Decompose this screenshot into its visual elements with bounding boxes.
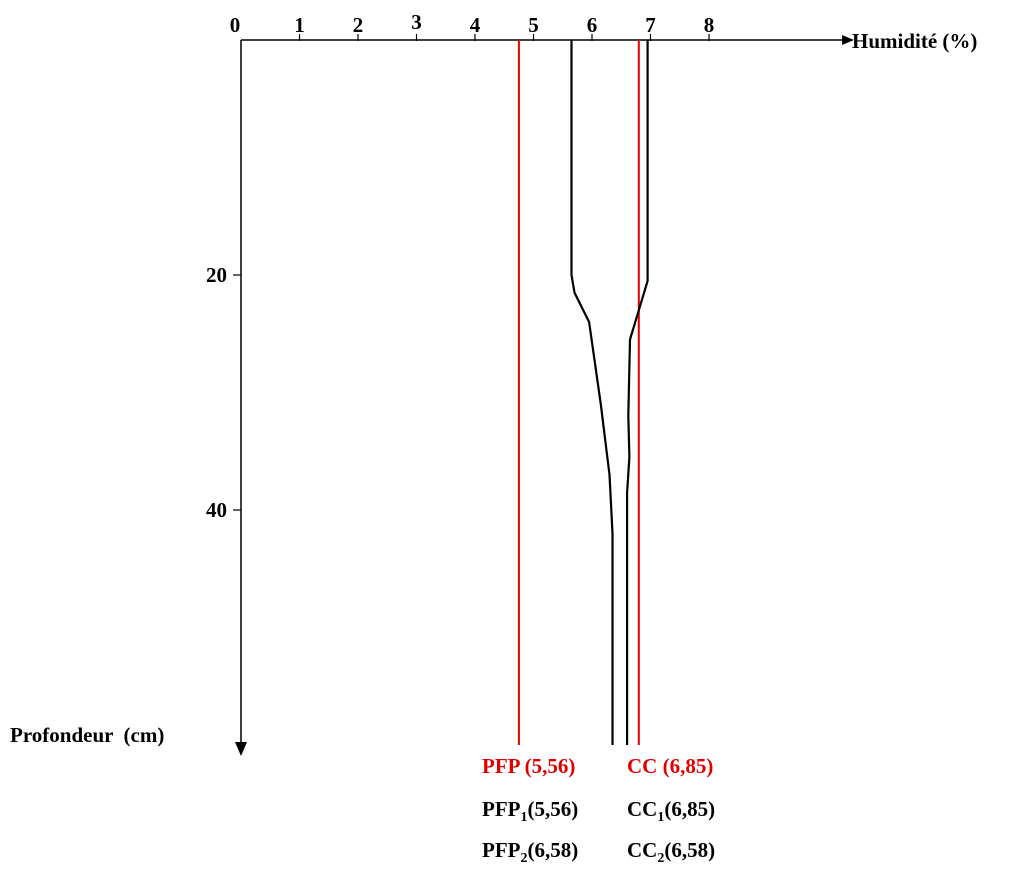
legend-entry: PFP1(5,56) xyxy=(482,797,578,825)
legend-prefix: PFP xyxy=(482,754,525,778)
legend-prefix: CC xyxy=(627,754,663,778)
x-tick-label: 3 xyxy=(411,10,422,34)
legend-subscript: 1 xyxy=(657,810,664,825)
x-tick-label: 0 xyxy=(230,13,241,37)
series-line xyxy=(626,40,649,745)
legend-value: (6,85) xyxy=(664,797,715,821)
x-tick-label: 6 xyxy=(587,13,598,37)
x-tick-label: 8 xyxy=(704,13,715,37)
reference-lines xyxy=(517,40,640,745)
y-axis-label: Profondeur (cm) xyxy=(10,723,164,747)
legend-value: (6,58) xyxy=(664,838,715,862)
series-group xyxy=(570,40,649,745)
y-axis-arrow xyxy=(235,742,247,756)
legend-value: (5,56) xyxy=(527,797,578,821)
legend-entry: PFP (5,56) xyxy=(482,754,575,778)
legend-prefix: PFP xyxy=(482,838,521,862)
y-tick-label: 20 xyxy=(206,263,227,287)
legend-prefix: CC xyxy=(627,838,657,862)
x-tick-label: 7 xyxy=(645,13,656,37)
x-ticks: 0 1 2 3 4 5 6 7 8 xyxy=(230,10,715,41)
legend-entry: CC2(6,58) xyxy=(627,838,715,866)
legend-entry: PFP2(6,58) xyxy=(482,838,578,866)
legend-value: (6,58) xyxy=(527,838,578,862)
x-tick-label: 2 xyxy=(353,13,364,37)
legend-prefix: PFP xyxy=(482,797,521,821)
x-tick-label: 5 xyxy=(528,13,539,37)
legend-prefix: CC xyxy=(627,797,657,821)
legend-subscript: 2 xyxy=(657,851,664,866)
legend-subscript: 1 xyxy=(520,810,527,825)
series-line xyxy=(570,40,614,745)
axes xyxy=(235,35,854,756)
legend: PFP (5,56) CC (6,85)PFP1(5,56) CC1(6,85)PF… xyxy=(482,754,715,866)
x-tick-label: 1 xyxy=(294,13,305,37)
x-tick-label: 4 xyxy=(470,13,481,37)
legend-value: (5,56) xyxy=(525,754,576,778)
legend-entry: CC (6,85) xyxy=(627,754,713,778)
legend-subscript: 2 xyxy=(520,851,527,866)
x-axis-arrow xyxy=(842,35,854,45)
legend-value: (6,85) xyxy=(663,754,714,778)
y-tick-label: 40 xyxy=(206,498,227,522)
x-axis-label: Humidité (%) xyxy=(852,29,977,53)
legend-entry: CC1(6,85) xyxy=(627,797,715,825)
